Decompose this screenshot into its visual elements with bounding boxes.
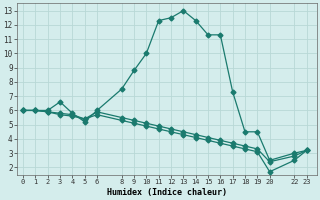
X-axis label: Humidex (Indice chaleur): Humidex (Indice chaleur) xyxy=(107,188,227,197)
